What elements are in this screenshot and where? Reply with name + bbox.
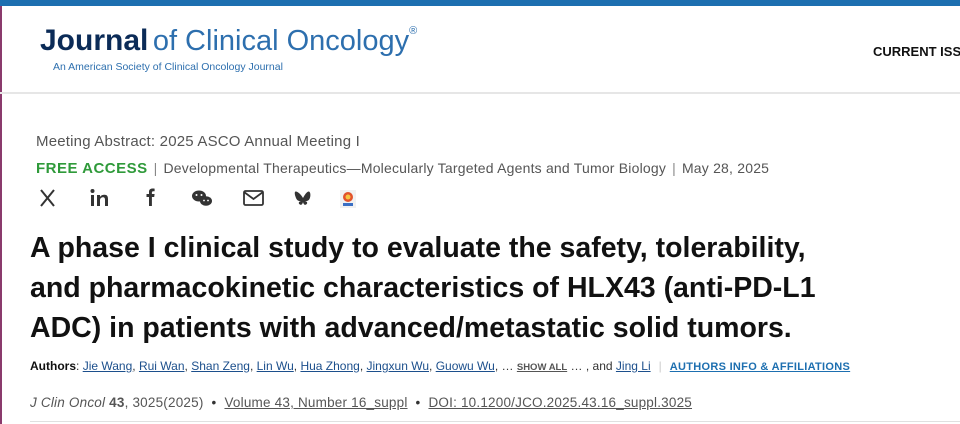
affiliations-link[interactable]: AUTHORS INFO & AFFILIATIONS bbox=[669, 361, 851, 373]
author-link[interactable]: Shan Zeng bbox=[191, 359, 250, 373]
access-line: FREE ACCESS | Developmental Therapeutics—M… bbox=[36, 160, 769, 177]
separator: , bbox=[293, 359, 298, 373]
logo-rest[interactable]: of Clinical Oncology bbox=[152, 25, 410, 57]
left-edge bbox=[0, 6, 2, 424]
divider: | bbox=[658, 359, 662, 373]
share-x[interactable] bbox=[40, 189, 55, 207]
author-link[interactable]: Guowu Wu bbox=[435, 359, 495, 373]
authors-label: Authors bbox=[30, 359, 76, 373]
author-link[interactable]: Jie Wang bbox=[82, 359, 133, 373]
ellipsis: … bbox=[501, 359, 514, 373]
show-all[interactable]: SHOW ALL bbox=[516, 362, 568, 373]
pages: 3025(2025) bbox=[132, 395, 204, 410]
share-icons bbox=[40, 188, 356, 208]
title-line: and pharmacokinetic characteristics of H… bbox=[30, 272, 816, 304]
author-link[interactable]: Jing Li bbox=[615, 359, 651, 373]
section-label: Meeting Abstract: 2025 ASCO Annual Meeti… bbox=[36, 133, 360, 150]
logo-journal[interactable]: Journal bbox=[40, 24, 149, 57]
doi-link[interactable]: DOI: 10.1200/JCO.2025.43.16_suppl.3025 bbox=[428, 395, 693, 410]
separator: , bbox=[429, 359, 433, 373]
ellipsis: … bbox=[570, 359, 583, 373]
authors-line: Authors: Jie Wang, Rui Wan, Shan Zeng, L… bbox=[30, 359, 850, 373]
share-facebook[interactable] bbox=[146, 188, 155, 207]
separator: , bbox=[249, 359, 254, 373]
article-title: A phase I clinical study to evaluate the… bbox=[30, 228, 816, 348]
separator: , bbox=[359, 359, 364, 373]
conjunction: and bbox=[592, 359, 613, 373]
bullet: • bbox=[211, 395, 217, 410]
divider bbox=[30, 421, 960, 422]
separator: | bbox=[672, 160, 676, 176]
author-link[interactable]: Rui Wan bbox=[138, 359, 185, 373]
share-wechat[interactable] bbox=[192, 190, 212, 206]
issue-link[interactable]: Volume 43, Number 16_suppl bbox=[224, 395, 408, 410]
separator: | bbox=[153, 160, 158, 176]
top-bar bbox=[0, 0, 960, 6]
title-line: ADC) in patients with advanced/metastati… bbox=[30, 312, 792, 344]
author-link[interactable]: Hua Zhong bbox=[300, 359, 360, 373]
share-linkedin[interactable] bbox=[90, 189, 109, 206]
tagline: An American Society of Clinical Oncology… bbox=[53, 61, 283, 73]
journal-abbrev: J Clin Oncol bbox=[30, 395, 106, 410]
separator: , bbox=[585, 359, 590, 373]
registered-mark: ® bbox=[409, 25, 418, 37]
share-other[interactable] bbox=[340, 190, 356, 208]
separator: , bbox=[184, 359, 188, 373]
journal-logo[interactable]: Journal of Clinical Oncology® bbox=[40, 24, 417, 58]
author-link[interactable]: Jingxun Wu bbox=[366, 359, 429, 373]
title-line: A phase I clinical study to evaluate the… bbox=[30, 232, 806, 264]
separator: , bbox=[494, 359, 499, 373]
date: May 28, 2025 bbox=[681, 160, 770, 176]
label-colon: : bbox=[76, 359, 80, 373]
share-email[interactable] bbox=[243, 190, 264, 206]
site-header: Journal of Clinical Oncology® An America… bbox=[0, 6, 960, 94]
separator: , bbox=[132, 359, 136, 373]
free-access: FREE ACCESS bbox=[36, 160, 148, 177]
citation: J Clin Oncol 43, 3025(2025) • Volume 43, N… bbox=[30, 395, 692, 410]
separator: , bbox=[124, 395, 129, 410]
share-bluesky[interactable] bbox=[294, 191, 311, 205]
bullet: • bbox=[415, 395, 421, 410]
volume: 43 bbox=[109, 395, 125, 410]
nav-link[interactable]: CURRENT ISS bbox=[873, 44, 960, 59]
author-link[interactable]: Lin Wu bbox=[256, 359, 294, 373]
category[interactable]: Developmental Therapeutics—Molecularly T… bbox=[163, 160, 667, 176]
